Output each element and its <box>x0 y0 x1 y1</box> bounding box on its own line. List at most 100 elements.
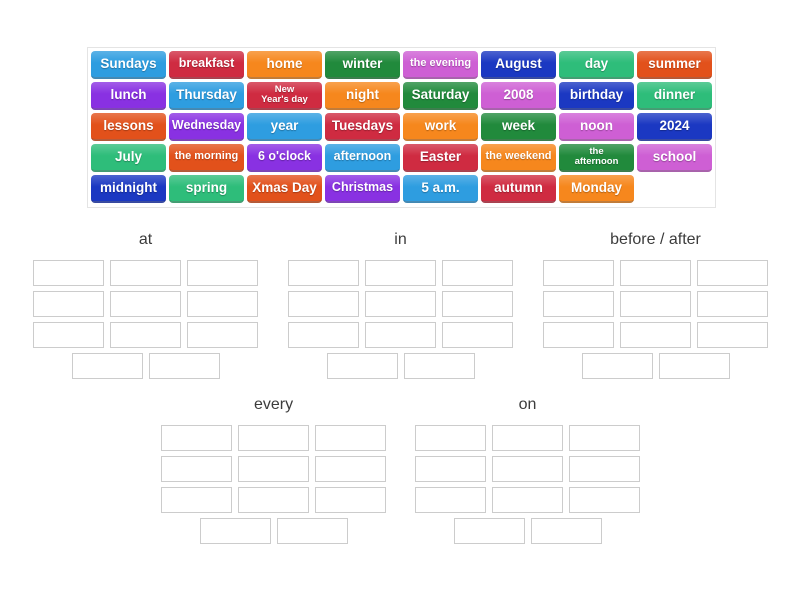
drop-slot-before-after-6[interactable] <box>697 291 768 317</box>
drop-slot-before-after-5[interactable] <box>620 291 691 317</box>
word-tile-midnight[interactable]: midnight <box>91 175 166 203</box>
word-tile-christmas[interactable]: Christmas <box>325 175 400 203</box>
word-tile-the-afternoon[interactable]: the afternoon <box>559 144 634 172</box>
drop-slot-every-11[interactable] <box>276 518 348 544</box>
drop-slot-on-3[interactable] <box>569 425 640 451</box>
drop-slot-at-4[interactable] <box>33 291 104 317</box>
drop-slot-at-7[interactable] <box>33 322 104 348</box>
drop-slot-at-8[interactable] <box>110 322 181 348</box>
word-tile-afternoon[interactable]: afternoon <box>325 144 400 172</box>
word-tile-july[interactable]: July <box>91 144 166 172</box>
word-tile-birthday[interactable]: birthday <box>559 82 634 110</box>
word-tile-sundays[interactable]: Sundays <box>91 51 166 79</box>
word-tile-lunch[interactable]: lunch <box>91 82 166 110</box>
word-tile-the-evening[interactable]: the evening <box>403 51 478 79</box>
drop-slot-before-after-1[interactable] <box>543 260 614 286</box>
drop-slot-in-3[interactable] <box>442 260 513 286</box>
drop-slot-in-2[interactable] <box>365 260 436 286</box>
drop-slot-in-11[interactable] <box>403 353 475 379</box>
drop-slot-in-4[interactable] <box>288 291 359 317</box>
drop-slot-before-after-4[interactable] <box>543 291 614 317</box>
drop-slot-every-2[interactable] <box>238 425 309 451</box>
drop-slot-before-after-7[interactable] <box>543 322 614 348</box>
word-tile-day[interactable]: day <box>559 51 634 79</box>
drop-slot-every-3[interactable] <box>315 425 386 451</box>
drop-slot-at-1[interactable] <box>33 260 104 286</box>
word-tile-spring[interactable]: spring <box>169 175 244 203</box>
word-tile-autumn[interactable]: autumn <box>481 175 556 203</box>
drop-slot-at-6[interactable] <box>187 291 258 317</box>
drop-slot-in-8[interactable] <box>365 322 436 348</box>
drop-slot-at-5[interactable] <box>110 291 181 317</box>
drop-slot-at-9[interactable] <box>187 322 258 348</box>
drop-slot-in-6[interactable] <box>442 291 513 317</box>
category-before-after: before / after <box>543 229 768 379</box>
drop-slot-on-11[interactable] <box>530 518 602 544</box>
word-tile-5-a-m[interactable]: 5 a.m. <box>403 175 478 203</box>
drop-slot-every-1[interactable] <box>161 425 232 451</box>
word-tile-work[interactable]: work <box>403 113 478 141</box>
word-tile-2024[interactable]: 2024 <box>637 113 712 141</box>
drop-slot-on-10[interactable] <box>453 518 525 544</box>
drop-slot-every-8[interactable] <box>238 487 309 513</box>
word-tile-the-weekend[interactable]: the weekend <box>481 144 556 172</box>
drop-slot-on-4[interactable] <box>415 456 486 482</box>
drop-slot-before-after-2[interactable] <box>620 260 691 286</box>
word-tile-new-year-s-day[interactable]: New Year's day <box>247 82 322 110</box>
word-tile-school[interactable]: school <box>637 144 712 172</box>
drop-slot-in-5[interactable] <box>365 291 436 317</box>
drop-slot-before-after-3[interactable] <box>697 260 768 286</box>
word-tile-noon[interactable]: noon <box>559 113 634 141</box>
word-tile-winter[interactable]: winter <box>325 51 400 79</box>
drop-slot-every-5[interactable] <box>238 456 309 482</box>
word-tile-monday[interactable]: Monday <box>559 175 634 203</box>
drop-slot-on-8[interactable] <box>492 487 563 513</box>
word-tile-august[interactable]: August <box>481 51 556 79</box>
drop-grid-on <box>415 425 640 513</box>
word-tile-wednesday[interactable]: Wednesday <box>169 113 244 141</box>
category-in: in <box>288 229 513 379</box>
drop-grid-at <box>33 260 258 348</box>
drop-slot-every-6[interactable] <box>315 456 386 482</box>
drop-slot-on-2[interactable] <box>492 425 563 451</box>
drop-slot-at-3[interactable] <box>187 260 258 286</box>
drop-slot-at-10[interactable] <box>71 353 143 379</box>
drop-slot-before-after-10[interactable] <box>581 353 653 379</box>
word-tile-lessons[interactable]: lessons <box>91 113 166 141</box>
word-tile-saturday[interactable]: Saturday <box>403 82 478 110</box>
drop-slot-in-9[interactable] <box>442 322 513 348</box>
drop-slot-on-1[interactable] <box>415 425 486 451</box>
drop-pair-before-after <box>543 353 768 379</box>
drop-slot-on-7[interactable] <box>415 487 486 513</box>
word-tile-thursday[interactable]: Thursday <box>169 82 244 110</box>
word-tile-home[interactable]: home <box>247 51 322 79</box>
drop-slot-before-after-11[interactable] <box>658 353 730 379</box>
word-tile-2008[interactable]: 2008 <box>481 82 556 110</box>
word-tile-6-o-clock[interactable]: 6 o'clock <box>247 144 322 172</box>
word-tile-dinner[interactable]: dinner <box>637 82 712 110</box>
word-tile-year[interactable]: year <box>247 113 322 141</box>
word-tile-breakfast[interactable]: breakfast <box>169 51 244 79</box>
drop-slot-in-10[interactable] <box>326 353 398 379</box>
drop-slot-on-6[interactable] <box>569 456 640 482</box>
drop-slot-on-9[interactable] <box>569 487 640 513</box>
drop-slot-at-11[interactable] <box>148 353 220 379</box>
drop-slot-every-9[interactable] <box>315 487 386 513</box>
drop-slot-on-5[interactable] <box>492 456 563 482</box>
drop-slot-at-2[interactable] <box>110 260 181 286</box>
word-tile-summer[interactable]: summer <box>637 51 712 79</box>
word-tile-week[interactable]: week <box>481 113 556 141</box>
category-every: every <box>161 394 386 544</box>
word-tile-night[interactable]: night <box>325 82 400 110</box>
drop-slot-before-after-8[interactable] <box>620 322 691 348</box>
word-tile-easter[interactable]: Easter <box>403 144 478 172</box>
drop-slot-every-7[interactable] <box>161 487 232 513</box>
drop-slot-in-1[interactable] <box>288 260 359 286</box>
drop-slot-every-4[interactable] <box>161 456 232 482</box>
drop-slot-before-after-9[interactable] <box>697 322 768 348</box>
word-tile-tuesdays[interactable]: Tuesdays <box>325 113 400 141</box>
word-tile-xmas-day[interactable]: Xmas Day <box>247 175 322 203</box>
drop-slot-every-10[interactable] <box>199 518 271 544</box>
drop-slot-in-7[interactable] <box>288 322 359 348</box>
word-tile-the-morning[interactable]: the morning <box>169 144 244 172</box>
